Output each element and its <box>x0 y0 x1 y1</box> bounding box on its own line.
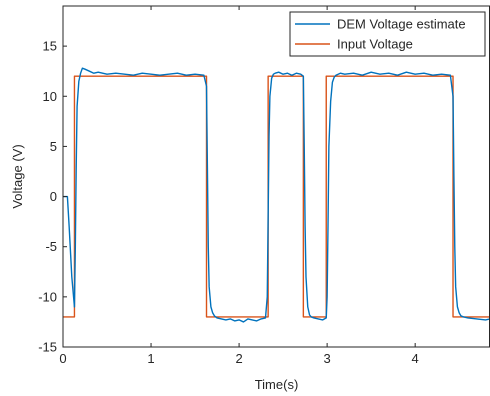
x-tick-label: 2 <box>235 351 242 366</box>
y-tick-label: 0 <box>50 189 57 204</box>
plot-frame <box>62 5 490 348</box>
x-tick-label: 4 <box>412 351 419 366</box>
plot-lines <box>63 67 490 323</box>
x-tick-label: 1 <box>147 351 154 366</box>
x-axis-label: Time(s) <box>255 377 299 392</box>
y-tick-label: 15 <box>43 39 57 54</box>
series-line-1 <box>63 75 490 318</box>
y-tick-label: -5 <box>45 239 57 254</box>
y-tick-label: -10 <box>38 289 57 304</box>
legend-label: Input Voltage <box>337 37 413 52</box>
legend-box <box>289 11 486 57</box>
x-tick-label: 0 <box>59 351 66 366</box>
legend: DEM Voltage estimate Input Voltage <box>289 11 486 57</box>
y-tick-label: -15 <box>38 340 57 355</box>
y-axis-label: Voltage (V) <box>10 144 25 208</box>
x-tick-label: 3 <box>324 351 331 366</box>
y-tick-label: 10 <box>43 89 57 104</box>
axes: 0 1 2 3 4 -15 -10 -5 0 5 10 15 Time(s) Voltage (V) <box>10 5 490 392</box>
series-line-0 <box>63 67 490 323</box>
y-tick-label: 5 <box>50 139 57 154</box>
legend-label: DEM Voltage estimate <box>337 17 466 32</box>
